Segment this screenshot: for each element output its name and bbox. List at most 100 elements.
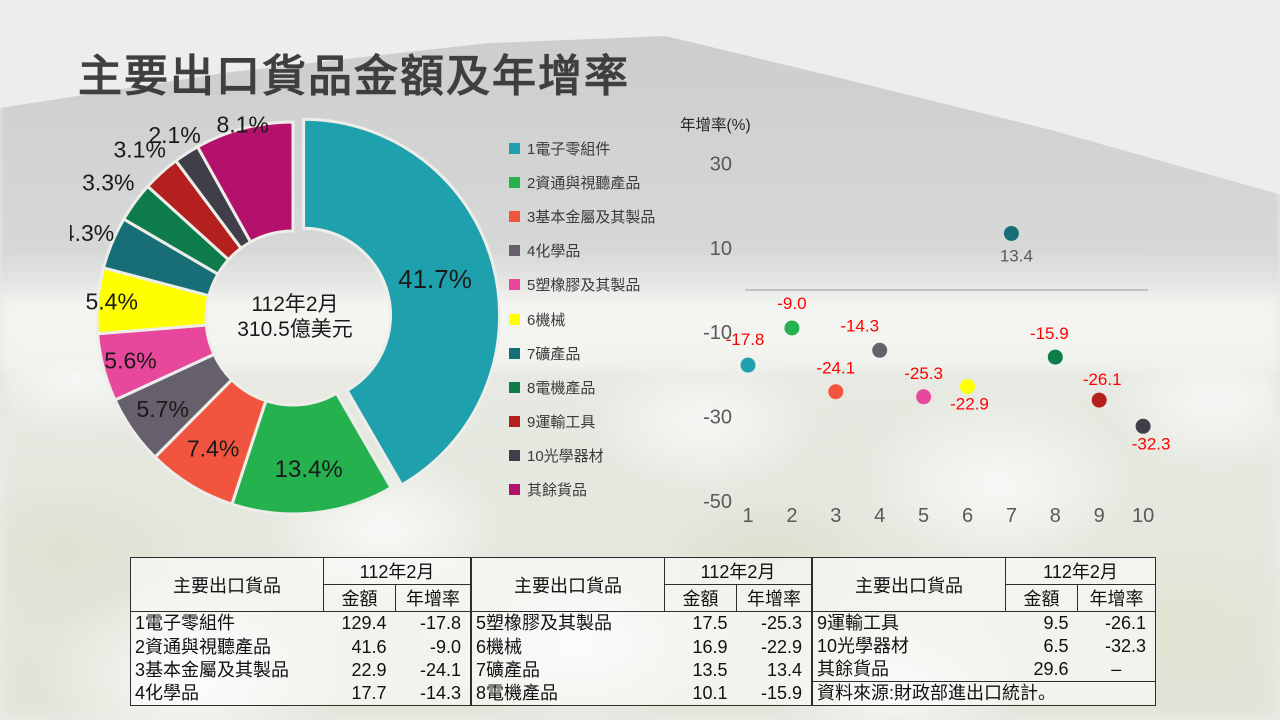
scatter-chart: 年增率(%) 30 10 -10 -30 -50 1 2 3 4 5 6 7 8 9 10 -17.8 -9.0 -… bbox=[660, 100, 1280, 540]
export-table-3: 主要出口貨品 112年2月 金額 年增率 9運輸工具 9.5 -26.1 10光… bbox=[812, 557, 1156, 706]
table-yoy-header: 年增率 bbox=[736, 584, 812, 613]
amount-cell: 29.6 bbox=[1033, 659, 1069, 679]
table-yoy-header: 年增率 bbox=[1077, 584, 1156, 612]
table-row: 8電機產品 10.1 -15.9 bbox=[472, 682, 812, 706]
table-amount-header: 金額 bbox=[323, 584, 396, 613]
pie-slice-label-4: 5.7% bbox=[136, 396, 188, 422]
amount-cell: 129.4 bbox=[341, 613, 387, 634]
pie-slice-11 bbox=[195, 120, 295, 245]
x-tick-label: 10 bbox=[1132, 505, 1154, 527]
legend-swatch-icon bbox=[509, 210, 520, 222]
table-row: 4化學品 17.7 -14.3 bbox=[131, 682, 471, 706]
legend-item: 3基本金屬及其製品 bbox=[509, 199, 655, 233]
legend-swatch-icon bbox=[509, 416, 520, 428]
legend-item: 10光學器材 bbox=[509, 439, 655, 473]
table-row: 3基本金屬及其製品 22.9 -24.1 bbox=[131, 659, 471, 682]
pie-slice-label-3: 7.4% bbox=[187, 436, 239, 462]
table-row: 10光學器材 6.5 -32.3 bbox=[813, 635, 1156, 658]
table-period-header: 112年2月 bbox=[664, 557, 812, 586]
product-name-cell: 5塑橡膠及其製品 bbox=[476, 613, 613, 634]
legend-label: 其餘貨品 bbox=[527, 482, 588, 500]
table-product-header: 主要出口貨品 bbox=[130, 557, 324, 613]
legend-label: 5塑橡膠及其製品 bbox=[527, 277, 641, 295]
y-tick-label: 30 bbox=[710, 153, 732, 175]
yoy-cell: -25.3 bbox=[760, 613, 802, 634]
donut-center-period: 112年2月 bbox=[251, 293, 339, 316]
legend-label: 3基本金屬及其製品 bbox=[527, 208, 656, 226]
legend-label: 9運輸工具 bbox=[527, 414, 596, 432]
pie-slice-label-2: 13.4% bbox=[275, 456, 343, 483]
scatter-point-label-1: -17.8 bbox=[726, 330, 765, 349]
pie-slice-label-11: 8.1% bbox=[216, 111, 268, 137]
x-tick-label: 7 bbox=[1006, 505, 1017, 527]
scatter-point-8 bbox=[1047, 349, 1063, 365]
amount-cell: 17.7 bbox=[351, 682, 387, 703]
pie-slice-label-5: 5.6% bbox=[104, 348, 156, 374]
y-tick-label: 10 bbox=[710, 238, 732, 260]
table-row: 7礦產品 13.5 13.4 bbox=[472, 659, 812, 682]
amount-cell: 13.5 bbox=[692, 659, 728, 680]
scatter-point-1 bbox=[740, 357, 756, 373]
product-name-cell: 4化學品 bbox=[135, 682, 200, 703]
x-tick-label: 9 bbox=[1094, 505, 1105, 527]
amount-cell: 10.1 bbox=[692, 682, 728, 703]
export-table-1: 主要出口貨品 112年2月 金額 年增率 1電子零組件 129.4 -17.8 … bbox=[130, 557, 471, 706]
product-name-cell: 2資通與視聽產品 bbox=[135, 636, 272, 657]
y-tick-label: -10 bbox=[703, 322, 732, 344]
pie-slice-label-1: 41.7% bbox=[398, 264, 472, 294]
legend-swatch-icon bbox=[509, 347, 520, 359]
amount-cell: 16.9 bbox=[692, 636, 728, 657]
scatter-point-9 bbox=[1091, 392, 1107, 408]
legend-label: 1電子零組件 bbox=[527, 140, 611, 158]
scatter-point-label-6: -22.9 bbox=[950, 395, 989, 414]
legend: 1電子零組件 2資通與視聽產品 3基本金屬及其製品 4化學品 5塑橡膠及其製品 6機械 7礦… bbox=[509, 131, 655, 507]
legend-item: 7礦產品 bbox=[509, 336, 655, 370]
page-title: 主要出口貨品金額及年增率 bbox=[78, 52, 630, 101]
legend-swatch-icon bbox=[509, 142, 520, 154]
yoy-cell: -14.3 bbox=[419, 682, 461, 703]
product-name-cell: 其餘貨品 bbox=[817, 659, 889, 679]
scatter-point-label-2: -9.0 bbox=[777, 294, 806, 313]
legend-swatch-icon bbox=[509, 245, 520, 257]
yoy-cell: -32.3 bbox=[1104, 636, 1146, 656]
amount-cell: 41.6 bbox=[351, 636, 387, 657]
y-tick-label: -30 bbox=[703, 407, 732, 429]
amount-cell: 17.5 bbox=[692, 613, 728, 634]
amount-cell: 22.9 bbox=[351, 659, 387, 680]
legend-swatch-icon bbox=[509, 450, 520, 462]
product-name-cell: 9運輸工具 bbox=[817, 613, 900, 633]
legend-label: 8電機產品 bbox=[527, 379, 596, 397]
table-row: 2資通與視聽產品 41.6 -9.0 bbox=[131, 636, 471, 659]
scatter-point-7 bbox=[1003, 226, 1019, 241]
pie-slice-label-8: 3.3% bbox=[82, 170, 134, 196]
yoy-cell: -24.1 bbox=[419, 659, 461, 680]
legend-swatch-icon bbox=[509, 279, 520, 291]
export-table-2: 主要出口貨品 112年2月 金額 年增率 5塑橡膠及其製品 17.5 -25.3… bbox=[471, 557, 812, 706]
table-product-header: 主要出口貨品 bbox=[471, 557, 665, 613]
scatter-point-label-4: -14.3 bbox=[840, 316, 879, 335]
scatter-point-6 bbox=[960, 379, 975, 395]
x-tick-label: 2 bbox=[786, 505, 797, 527]
pie-slice-2 bbox=[230, 391, 394, 516]
table-amount-header: 金額 bbox=[1005, 584, 1078, 612]
table-row: 9運輸工具 9.5 -26.1 bbox=[813, 612, 1156, 636]
product-name-cell: 1電子零組件 bbox=[135, 613, 236, 634]
legend-item: 其餘貨品 bbox=[509, 473, 655, 507]
pie-slice-label-6: 5.4% bbox=[85, 289, 137, 315]
x-tick-label: 3 bbox=[830, 505, 841, 527]
source-note: 資料來源:財政部進出口統計。 bbox=[812, 681, 1156, 706]
product-name-cell: 7礦產品 bbox=[476, 659, 541, 680]
legend-item: 4化學品 bbox=[509, 234, 655, 268]
legend-item: 5塑橡膠及其製品 bbox=[509, 268, 655, 302]
table-row: 1電子零組件 129.4 -17.8 bbox=[131, 612, 471, 636]
legend-item: 8電機產品 bbox=[509, 370, 655, 404]
table-amount-header: 金額 bbox=[664, 584, 737, 613]
table-yoy-header: 年增率 bbox=[395, 584, 471, 613]
yoy-cell: -17.8 bbox=[419, 613, 461, 634]
x-tick-label: 6 bbox=[962, 505, 973, 527]
scatter-chart-svg: 年增率(%) 30 10 -10 -30 -50 1 2 3 4 5 6 7 8 9 10 -17.8 -9.0 -… bbox=[680, 116, 1170, 527]
legend-label: 2資通與視聽產品 bbox=[527, 174, 641, 192]
product-name-cell: 6機械 bbox=[476, 636, 523, 657]
legend-item: 9運輸工具 bbox=[509, 405, 655, 439]
scatter-point-10 bbox=[1135, 418, 1151, 434]
